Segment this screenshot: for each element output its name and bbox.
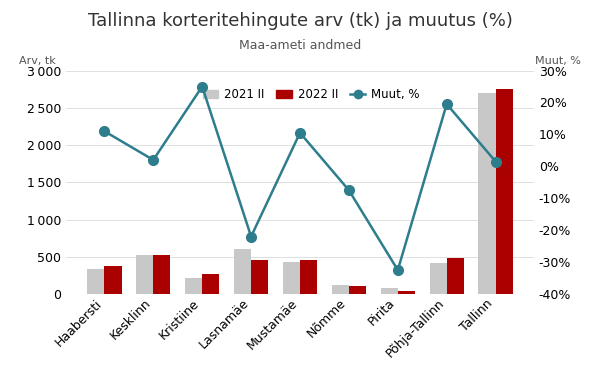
Text: Arv, tk: Arv, tk <box>19 56 56 66</box>
Bar <box>478 93 496 294</box>
Bar <box>430 263 447 294</box>
Bar <box>283 262 300 294</box>
Bar <box>332 285 349 294</box>
Muut, % <box>199 84 206 89</box>
Muut, % <box>101 129 108 134</box>
Text: Tallinna korteritehingute arv (tk) ja muutus (%): Tallinna korteritehingute arv (tk) ja mu… <box>88 12 512 30</box>
Muut, % <box>443 102 451 107</box>
Bar <box>234 249 251 294</box>
Bar <box>104 266 122 294</box>
Bar <box>300 260 317 294</box>
Legend: 2021 II, 2022 II, Muut, %: 2021 II, 2022 II, Muut, % <box>198 83 424 105</box>
Bar <box>398 290 415 294</box>
Bar <box>185 278 202 294</box>
Muut, % <box>247 234 254 239</box>
Muut, % <box>149 158 157 162</box>
Muut, % <box>492 159 499 164</box>
Muut, % <box>296 131 304 135</box>
Bar <box>202 274 220 294</box>
Text: Maa-ameti andmed: Maa-ameti andmed <box>239 39 361 52</box>
Bar <box>136 254 153 294</box>
Bar <box>87 269 104 294</box>
Muut, % <box>394 268 401 272</box>
Line: Muut, %: Muut, % <box>100 82 500 275</box>
Bar <box>251 260 268 294</box>
Bar <box>447 258 464 294</box>
Bar <box>496 89 513 294</box>
Bar <box>153 254 170 294</box>
Text: Muut, %: Muut, % <box>535 56 581 66</box>
Bar <box>349 286 366 294</box>
Bar <box>380 288 398 294</box>
Muut, % <box>346 188 353 192</box>
